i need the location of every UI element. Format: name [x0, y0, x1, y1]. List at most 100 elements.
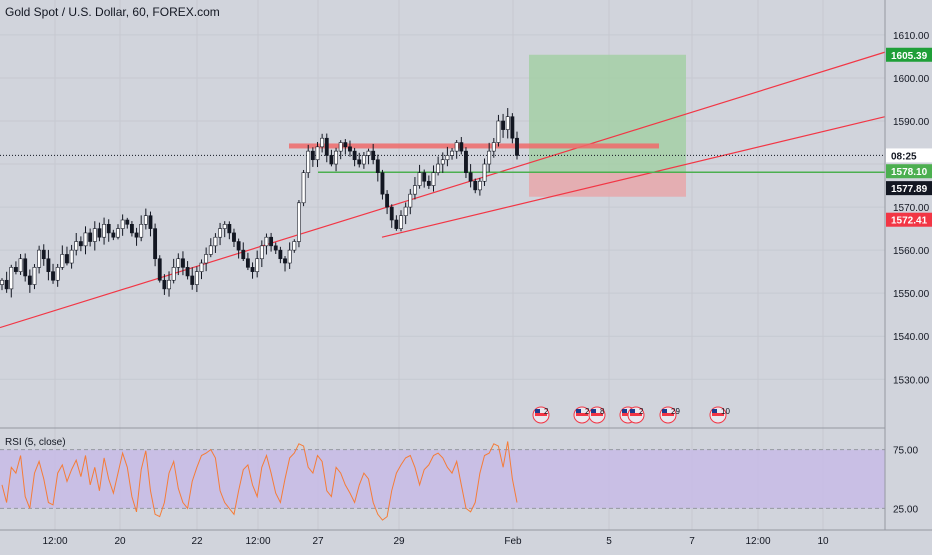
event-count: 2: [639, 407, 644, 416]
candle-body: [436, 163, 441, 173]
candle-body: [426, 180, 431, 186]
candle-body: [232, 232, 236, 242]
candle-body: [9, 267, 14, 290]
price-axis-label: 1560.00: [893, 246, 930, 257]
candle-body: [153, 228, 158, 260]
take-profit-badge: 1605.39: [886, 47, 932, 62]
flag-stripe: [576, 413, 588, 416]
candle-body: [417, 172, 422, 186]
candles: [0, 108, 519, 298]
candle-body: [199, 262, 204, 272]
last-price-badge: 1577.89: [886, 181, 932, 196]
candle-body: [125, 219, 130, 225]
candle-body: [482, 163, 487, 182]
time-axis-label: 12:00: [745, 536, 770, 547]
time-axis-label: 10: [817, 536, 829, 547]
candle-body: [320, 137, 325, 148]
candle-body: [385, 193, 390, 208]
candle-body: [116, 228, 120, 238]
economic-event[interactable]: 2: [532, 406, 550, 424]
candle-body: [88, 232, 93, 242]
stop-zone[interactable]: [529, 172, 686, 197]
last-price-badge-bg: [886, 181, 932, 196]
candle-body: [454, 142, 459, 152]
economic-event[interactable]: 2: [573, 406, 591, 424]
price-axis[interactable]: 1610.00 1600.00 1590.00 1570.00 1560.00 1550.…: [893, 31, 930, 515]
time-axis-label: 22: [191, 536, 203, 547]
candle-body: [176, 258, 181, 268]
candle-body: [450, 150, 454, 156]
candle-body: [143, 215, 148, 225]
candle-body: [283, 258, 287, 264]
candle-body: [4, 279, 9, 290]
candle-body: [51, 271, 55, 281]
economic-events: 228522910: [532, 406, 730, 424]
candle-body: [111, 232, 116, 238]
stop-loss-badge: 1572.41: [886, 212, 932, 227]
candle-body: [129, 224, 134, 234]
candle-body: [83, 232, 88, 247]
candle-body: [468, 172, 473, 182]
flag-canton: [630, 409, 635, 413]
candle-body: [357, 159, 362, 165]
flag-stripe: [662, 413, 674, 416]
candle-body: [97, 228, 102, 238]
candle-body: [310, 150, 315, 161]
trendline-2[interactable]: [381, 116, 886, 238]
rsi-axis-label: 75.00: [893, 446, 918, 457]
flag-canton: [622, 409, 627, 413]
economic-event[interactable]: 10: [709, 406, 730, 424]
candle-body: [515, 137, 519, 156]
candle-body: [269, 236, 274, 247]
candle-body: [208, 245, 213, 255]
candle-body: [148, 215, 153, 229]
candle-body: [69, 249, 74, 264]
chart-title: Gold Spot / U.S. Dollar, 60, FOREX.com: [5, 5, 220, 19]
flag-canton: [712, 409, 717, 413]
economic-event[interactable]: 8: [588, 406, 606, 424]
last-price-badge-text: 1577.89: [891, 184, 928, 195]
candle-body: [259, 245, 264, 260]
flag-canton: [591, 409, 596, 413]
time-axis-label: Feb: [504, 536, 522, 547]
flag-canton: [535, 409, 540, 413]
economic-event[interactable]: 29: [659, 406, 680, 424]
candle-body: [473, 180, 478, 191]
candle-body: [157, 258, 162, 281]
candle-body: [459, 142, 464, 152]
candle-body: [431, 172, 436, 186]
candle-body: [218, 228, 222, 238]
candle-body: [134, 232, 139, 238]
candle-body: [120, 219, 125, 229]
candle-body: [204, 254, 209, 264]
candle-body: [477, 180, 482, 191]
grid: [0, 0, 885, 530]
candle-body: [13, 267, 18, 272]
time-axis[interactable]: 12:00 20 22 12:00 27 29 Feb 5 7 12:00 10: [42, 536, 829, 547]
candle-body: [440, 159, 445, 165]
candle-body: [501, 120, 506, 130]
candle-body: [194, 271, 199, 285]
candle-body: [505, 116, 510, 130]
candle-body: [324, 137, 329, 156]
candle-body: [366, 150, 371, 156]
candle-body: [278, 249, 283, 260]
candle-body: [352, 150, 357, 161]
rsi-axis-label: 25.00: [893, 504, 918, 515]
take-profit-badge-bg: [886, 47, 932, 62]
trendline-1[interactable]: [0, 51, 886, 329]
time-axis-label: 5: [606, 536, 612, 547]
candle-body: [241, 249, 246, 260]
price-badges: 1605.39 08:25 1578.10 1577.89 1572.41: [886, 47, 932, 227]
candle-body: [213, 236, 218, 247]
candle-body: [329, 155, 334, 165]
candle-body: [227, 224, 232, 234]
economic-event[interactable]: 2: [627, 406, 645, 424]
resistance-zone[interactable]: [289, 143, 659, 149]
candle-body: [106, 224, 111, 234]
candle-body: [18, 258, 23, 272]
candle-body: [41, 249, 46, 260]
target-zone[interactable]: [529, 54, 686, 173]
time-axis-label: 20: [114, 536, 126, 547]
